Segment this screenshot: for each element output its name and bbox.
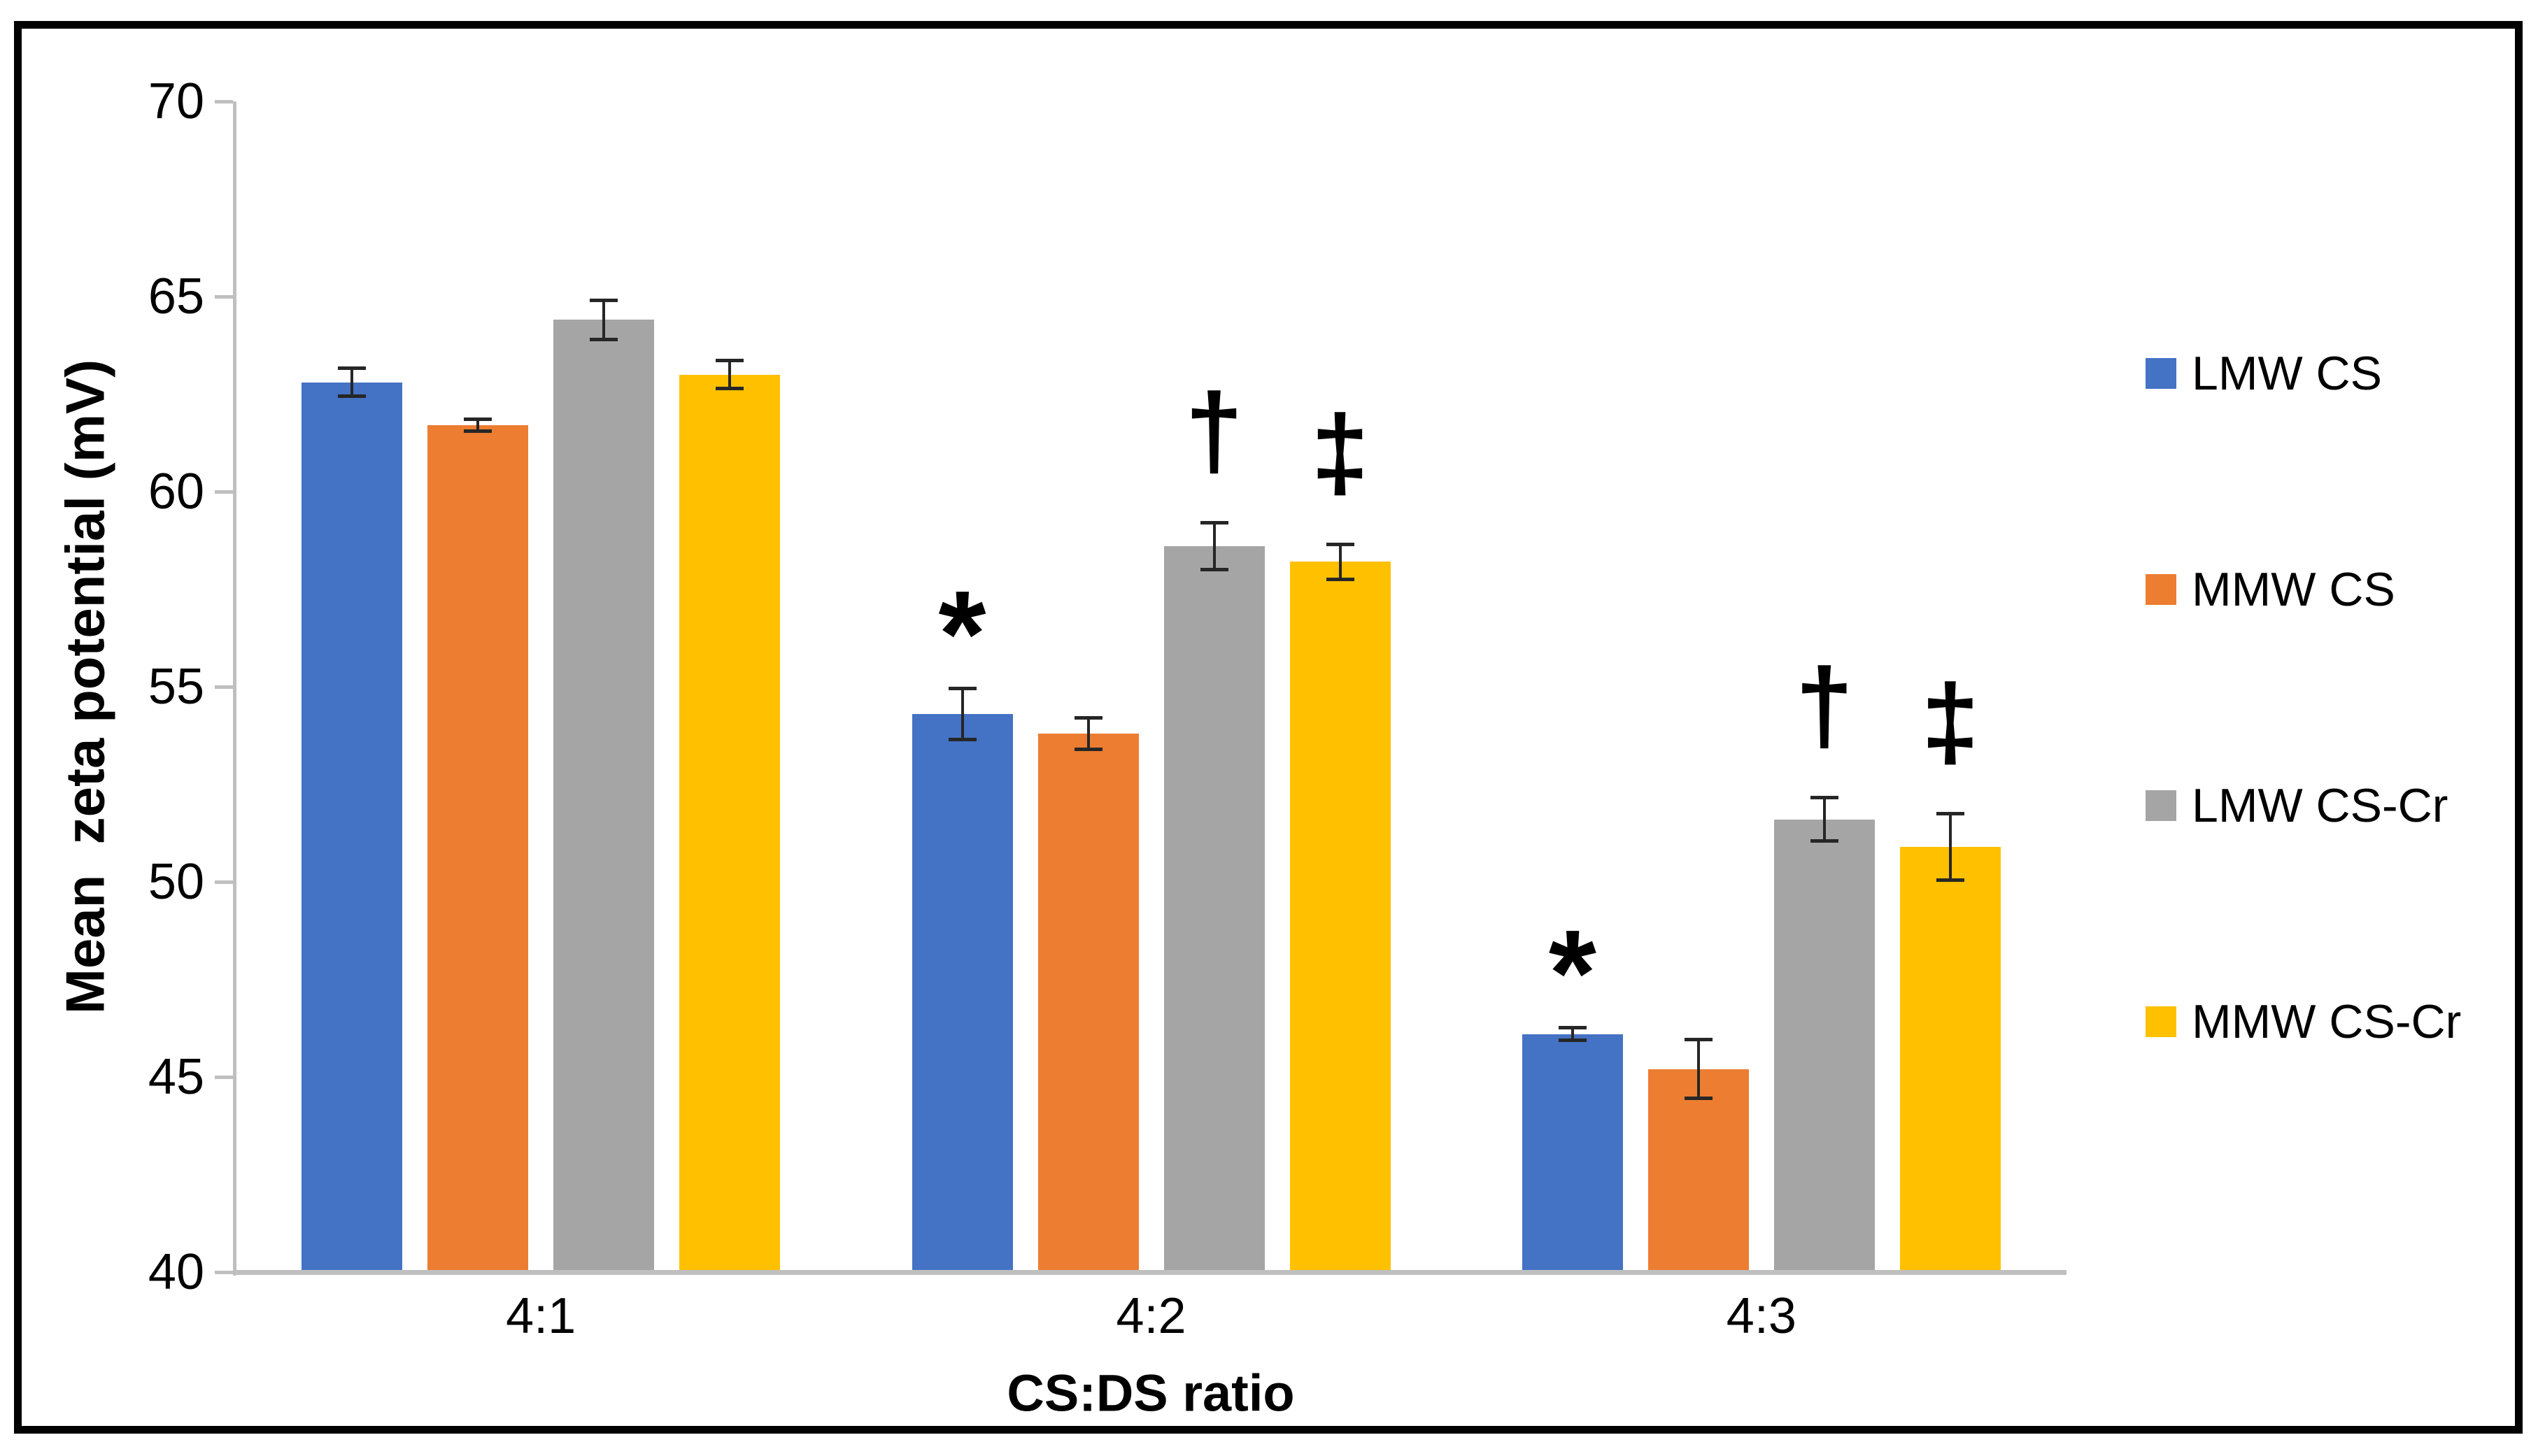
bar-mmw-cs-cr-4-3: [1899, 846, 2001, 1270]
bar-mmw-cs-cr-4-2: [1289, 562, 1391, 1270]
significance-marker: †: [1184, 371, 1244, 489]
error-bar-line: [1948, 811, 1952, 882]
y-tick-label: 65: [148, 269, 204, 324]
y-tick-label: 70: [148, 73, 204, 129]
error-bar-line: [476, 417, 480, 434]
x-axis-line: [233, 1270, 2067, 1275]
legend-swatch: [2146, 358, 2176, 389]
bar-mmw-cs-cr-4-1: [679, 374, 781, 1270]
error-bar-cap-bottom: [1200, 568, 1228, 572]
legend-label: MMW CS-Cr: [2192, 995, 2462, 1048]
y-tick-label: 60: [148, 464, 204, 520]
error-bar-cap-top: [338, 366, 367, 371]
error-bar-line: [1212, 520, 1216, 572]
bar-lmw-cs-4-2: [912, 714, 1013, 1270]
y-tick-mark: [215, 685, 233, 689]
legend-label: LMW CS-Cr: [2192, 779, 2448, 832]
error-bar-cap-bottom: [1936, 878, 1964, 882]
error-bar-cap-top: [1200, 520, 1228, 524]
error-bar-line: [1822, 796, 1826, 843]
significance-marker: †: [1795, 646, 1854, 764]
error-bar-line: [960, 687, 964, 742]
significance-marker: ‡: [1921, 662, 1980, 780]
error-bar-cap-bottom: [1558, 1038, 1587, 1042]
y-tick-label: 40: [148, 1244, 204, 1300]
error-bar-line: [728, 359, 732, 390]
bar-lmw-cs-cr-4-3: [1773, 819, 1875, 1270]
legend-swatch: [2146, 1006, 2176, 1037]
bar-lmw-cs-cr-4-1: [553, 320, 655, 1270]
legend-item-lmw-cs: LMW CS: [2146, 346, 2382, 401]
error-bar-cap-top: [1326, 542, 1354, 546]
error-bar-line: [1338, 542, 1342, 582]
x-category-label: 4:3: [1726, 1288, 1796, 1344]
error-bar-cap-top: [1936, 811, 1964, 815]
error-bar-line: [1696, 1038, 1700, 1101]
y-tick-mark: [215, 490, 233, 494]
legend-swatch: [2146, 574, 2176, 605]
y-tick-mark: [215, 100, 233, 104]
error-bar-cap-top: [1810, 796, 1838, 800]
bar-mmw-cs-4-1: [427, 425, 529, 1270]
error-bar-cap-top: [716, 359, 744, 363]
bar-lmw-cs-4-3: [1522, 1034, 1623, 1270]
figure-border: Mean zeta potential (mV) CS:DS ratio 70 6…: [14, 21, 2523, 1434]
error-bar-line: [350, 366, 354, 399]
error-bar-cap-bottom: [1684, 1097, 1713, 1101]
error-bar-cap-bottom: [1326, 578, 1354, 582]
bar-lmw-cs-cr-4-2: [1163, 546, 1265, 1270]
y-tick-label: 50: [148, 854, 204, 910]
error-bar-cap-bottom: [338, 394, 367, 399]
significance-marker: ‡: [1310, 392, 1370, 511]
y-tick-label: 45: [148, 1049, 204, 1105]
error-bar-cap-top: [1684, 1038, 1713, 1042]
significance-marker: *: [938, 566, 986, 703]
x-category-label: 4:1: [506, 1288, 576, 1344]
bar-mmw-cs-4-3: [1647, 1069, 1749, 1270]
error-bar-cap-bottom: [1810, 839, 1838, 843]
y-tick-mark: [215, 1271, 233, 1274]
legend-item-mmw-cs-cr: MMW CS-Cr: [2146, 994, 2461, 1049]
y-tick-label: 55: [148, 659, 204, 715]
legend-label: LMW CS: [2192, 347, 2382, 400]
error-bar-cap-top: [464, 417, 492, 421]
error-bar-cap-bottom: [590, 338, 618, 342]
legend-item-lmw-cs-cr: LMW CS-Cr: [2146, 778, 2448, 833]
error-bar-cap-bottom: [1074, 748, 1103, 752]
legend-item-mmw-cs: MMW CS: [2146, 562, 2395, 617]
y-tick-mark: [215, 880, 233, 884]
error-bar-line: [602, 298, 606, 342]
error-bar-cap-bottom: [464, 429, 492, 434]
legend-label: MMW CS: [2192, 563, 2395, 616]
error-bar-cap-top: [948, 687, 977, 690]
y-tick-mark: [215, 295, 233, 299]
bar-lmw-cs-4-1: [302, 382, 403, 1270]
legend-swatch: [2146, 790, 2176, 821]
error-bar-cap-top: [1558, 1026, 1587, 1030]
error-bar-cap-top: [590, 298, 618, 302]
x-category-label: 4:2: [1116, 1288, 1186, 1344]
error-bar-line: [1086, 715, 1090, 752]
y-axis-line: [233, 101, 236, 1276]
error-bar-line: [1571, 1026, 1574, 1042]
error-bar-cap-top: [1074, 715, 1103, 720]
bar-mmw-cs-4-2: [1037, 733, 1139, 1270]
significance-marker: *: [1548, 905, 1596, 1042]
error-bar-cap-bottom: [948, 738, 977, 742]
x-axis-title: CS:DS ratio: [1007, 1364, 1295, 1422]
error-bar-cap-bottom: [716, 386, 744, 390]
y-tick-mark: [215, 1076, 233, 1079]
